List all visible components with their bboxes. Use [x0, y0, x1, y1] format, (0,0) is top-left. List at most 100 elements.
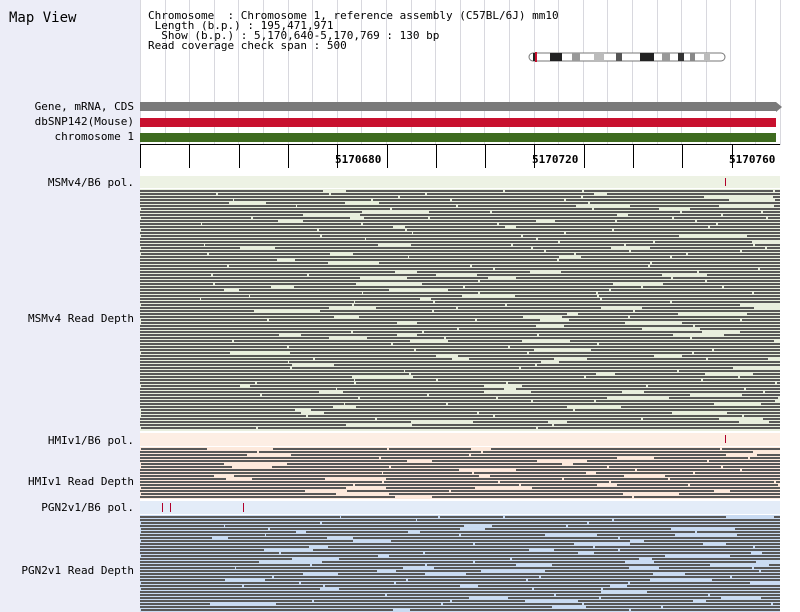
sequencing-read [236, 567, 403, 569]
sequencing-read [679, 493, 780, 495]
sequencing-read [292, 367, 519, 369]
sequencing-read [273, 448, 387, 450]
sequencing-read [775, 199, 780, 201]
chromosome-track-label: chromosome 1 [54, 130, 134, 143]
msm-polymorphism-panel[interactable] [140, 176, 780, 188]
sequencing-read [473, 421, 548, 423]
sequencing-read [477, 319, 540, 321]
sequencing-read [537, 364, 780, 366]
sequencing-read [679, 370, 780, 372]
sequencing-read [559, 361, 780, 363]
variant-marker[interactable] [725, 178, 726, 186]
sequencing-read [413, 376, 584, 378]
sequencing-read [314, 600, 450, 602]
sequencing-read [429, 211, 490, 213]
hmi-polymorphism-panel[interactable] [140, 433, 780, 446]
grid-line [288, 0, 289, 145]
sequencing-read [420, 531, 695, 533]
sequencing-read [448, 340, 522, 342]
sequencing-read [140, 340, 232, 342]
sequencing-read [140, 406, 333, 408]
coverage-value: : 500 [313, 39, 347, 52]
snp-track-bar[interactable] [140, 118, 776, 127]
sequencing-read [710, 226, 780, 228]
sequencing-read [253, 217, 350, 219]
sequencing-read [215, 283, 356, 285]
sequencing-read [516, 277, 671, 279]
sequencing-read [140, 597, 378, 599]
sequencing-read [746, 388, 780, 390]
sequencing-read [356, 406, 567, 408]
sequencing-read [259, 451, 481, 453]
sequencing-read [141, 208, 390, 210]
sequencing-read [338, 573, 425, 575]
sequencing-read [411, 373, 596, 375]
sequencing-read [140, 564, 310, 566]
ruler-label: 5170760 [729, 153, 776, 166]
map-view-canvas[interactable]: 5170680 5170720 5170760 [140, 0, 800, 612]
sequencing-read [408, 579, 526, 581]
sequencing-read [723, 466, 780, 468]
sequencing-read [614, 519, 780, 521]
sequencing-read [620, 537, 780, 539]
sequencing-read [434, 310, 633, 312]
sequencing-read [290, 352, 527, 354]
sequencing-read [376, 307, 456, 309]
sequencing-read [435, 301, 670, 303]
sequencing-read [754, 567, 780, 569]
sequencing-read [140, 472, 382, 474]
grid-line [386, 0, 387, 145]
sequencing-read [319, 229, 405, 231]
sequencing-read [755, 546, 780, 548]
sequencing-read [410, 609, 629, 611]
grid-line [263, 0, 264, 145]
hmi-read-depth-panel[interactable] [140, 447, 780, 499]
sequencing-read [761, 403, 780, 405]
hmi-depth-label: HMIv1 Read Depth [28, 475, 134, 488]
sequencing-read [140, 265, 227, 267]
chromosome-ideogram[interactable] [528, 52, 726, 62]
variant-marker[interactable] [725, 435, 726, 443]
sequencing-read [477, 274, 662, 276]
sequencing-read [491, 448, 720, 450]
sequencing-read [688, 253, 780, 255]
sequencing-read [140, 241, 281, 243]
sequencing-read [706, 600, 780, 602]
sequencing-read [140, 579, 225, 581]
sequencing-read [642, 307, 754, 309]
msm-read-depth-panel[interactable] [140, 189, 780, 431]
ruler-tick [337, 144, 338, 168]
sequencing-read [303, 220, 536, 222]
variant-marker[interactable] [170, 503, 171, 512]
sequencing-read [141, 609, 393, 611]
sequencing-read [140, 600, 201, 602]
chromosome-track-bar[interactable] [140, 133, 776, 142]
ruler-tick [288, 144, 289, 168]
region-info: Chromosome : Chromosome 1, reference ass… [148, 10, 559, 52]
sequencing-read [674, 217, 766, 219]
sequencing-read [353, 253, 574, 255]
sequencing-read [673, 277, 780, 279]
sequencing-read [650, 247, 765, 249]
sequencing-read [773, 196, 780, 198]
variant-marker[interactable] [162, 503, 163, 512]
variant-marker[interactable] [243, 503, 244, 512]
sequencing-read [141, 352, 230, 354]
pgn-read-depth-panel[interactable] [140, 515, 780, 612]
sequencing-read [140, 214, 303, 216]
pgn-polymorphism-panel[interactable] [140, 501, 780, 514]
sequencing-read [140, 238, 365, 240]
sequencing-read [324, 412, 477, 414]
sequencing-read [707, 274, 780, 276]
sequencing-read [735, 528, 780, 530]
sequencing-read [443, 603, 582, 605]
sequencing-read [322, 235, 521, 237]
sequencing-read [140, 478, 226, 480]
sequencing-read [337, 388, 504, 390]
sequencing-read [140, 391, 319, 393]
sequencing-read [459, 328, 642, 330]
sequencing-read [740, 376, 780, 378]
sequencing-read [301, 582, 394, 584]
grid-line [509, 0, 510, 145]
gene-track-bar[interactable] [140, 102, 776, 111]
